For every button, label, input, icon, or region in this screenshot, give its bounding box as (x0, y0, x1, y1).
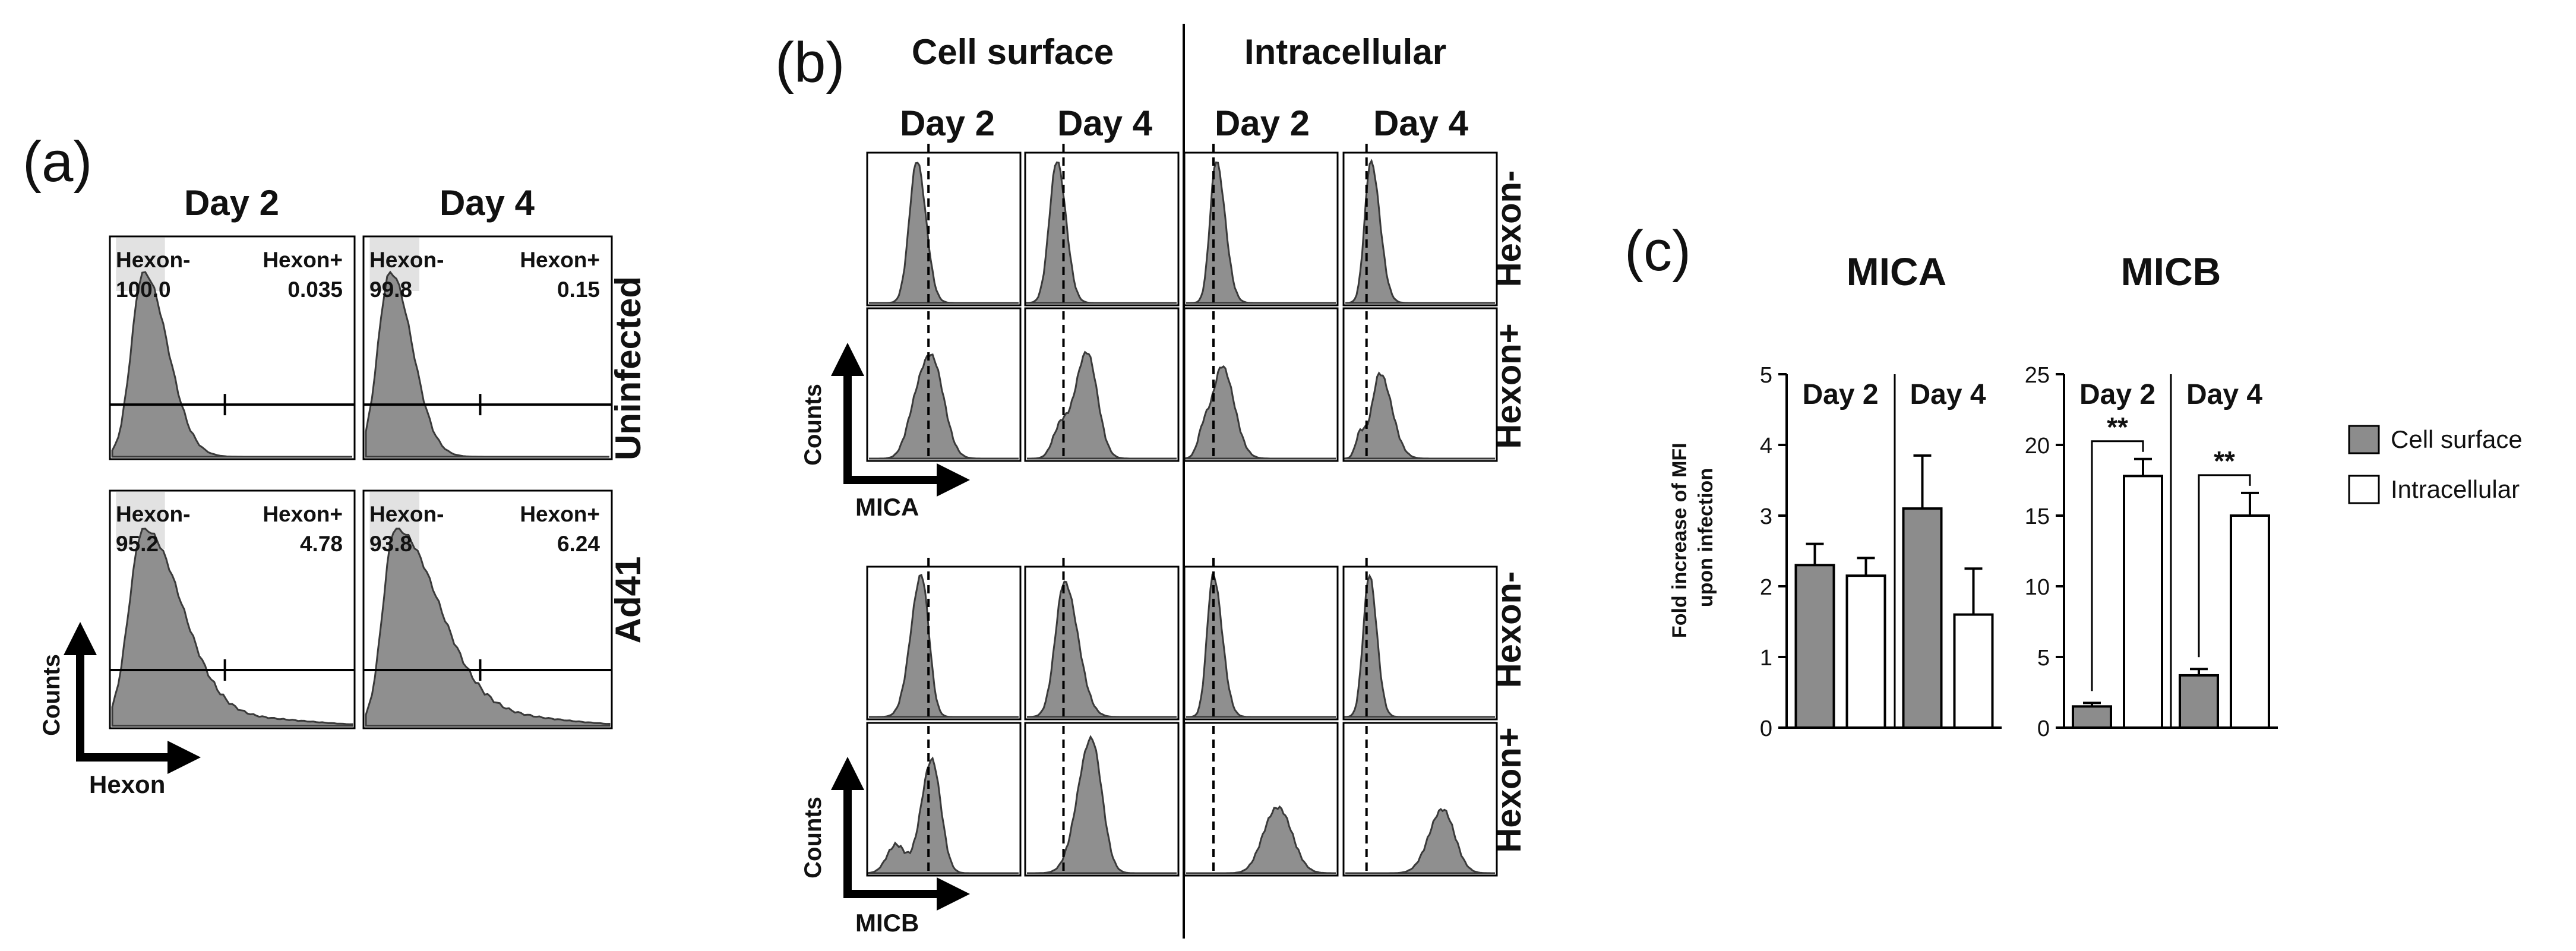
histogram-curve (111, 271, 352, 458)
x-category-label: Day 2 (2079, 379, 2155, 410)
bar (2179, 674, 2219, 729)
panel-b-day-label: Day 2 (1215, 103, 1310, 143)
panel-a-x-axis-label: Hexon (89, 770, 165, 798)
histogram-curve (1027, 735, 1177, 874)
histogram-curve (1344, 371, 1495, 460)
gate-value-pos: 0.035 (287, 277, 343, 302)
histogram-curve (869, 353, 1019, 460)
y-tick-label: 10 (2025, 575, 2050, 600)
histogram-curve (1345, 159, 1495, 304)
bar (1902, 507, 1943, 729)
significance-star: ** (2214, 446, 2235, 476)
chart-title-micb: MICB (2121, 249, 2221, 293)
histogram-curve (1185, 365, 1336, 460)
gate-label-pos: Hexon+ (263, 502, 343, 526)
panel-b-micb-x-label: MICB (855, 909, 919, 937)
panel-c-label: (c) (1624, 219, 1691, 283)
panel-a: (a) Day 2 Day 4 Uninfected Ad41 Hexon- He… (23, 130, 648, 798)
histogram-curve (1186, 805, 1336, 874)
histogram-curve (1186, 161, 1336, 304)
histogram-curve (1345, 808, 1495, 874)
y-tick-label: 2 (1760, 575, 1772, 600)
panel-a-label: (a) (23, 130, 92, 194)
y-tick-label: 4 (1760, 434, 1772, 459)
panel-b-group-cell-surface: Cell surface (912, 32, 1114, 72)
x-category-label: Day 2 (1802, 379, 1878, 410)
histogram-curve (1186, 573, 1336, 718)
gate-label-neg: Hexon- (369, 502, 444, 526)
gate-value-neg: 99.8 (369, 277, 412, 302)
panel-b-mica-x-label: MICA (855, 493, 919, 521)
panel-a-y-axis-label: Counts (39, 654, 65, 736)
histogram-curve (869, 573, 1019, 718)
legend-swatch-intracellular (2348, 475, 2380, 504)
significance-star: ** (2107, 412, 2128, 443)
histogram-curve (1344, 573, 1495, 718)
gate-value-pos: 4.78 (300, 532, 343, 556)
gate-label-neg: Hexon- (116, 502, 190, 526)
y-tick-label: 3 (1760, 504, 1772, 529)
gate-value-pos: 0.15 (557, 277, 600, 302)
panel-b-micb-y-label: Counts (800, 797, 826, 879)
x-category-label: Day 4 (1910, 379, 1986, 410)
significance-bracket (2198, 474, 2251, 658)
histogram-frame (866, 565, 1022, 721)
panel-a-row-uninfected: Uninfected (608, 276, 648, 460)
panel-a-col-day4: Day 4 (440, 183, 535, 223)
y-tick-label: 0 (1760, 716, 1772, 741)
histogram-curve (365, 270, 609, 458)
histogram-curve (365, 527, 611, 727)
y-tick-label: 0 (2037, 716, 2050, 741)
chart-title-mica: MICA (1847, 249, 1947, 293)
y-tick-label: 5 (2037, 646, 2050, 671)
y-tick-label: 15 (2025, 504, 2050, 529)
panel-b-group-intracellular: Intracellular (1244, 32, 1446, 72)
histogram-curve (111, 527, 353, 727)
gate-value-neg: 100.0 (116, 277, 171, 302)
gate-label-neg: Hexon- (116, 248, 190, 272)
gate-label-neg: Hexon- (369, 248, 444, 272)
legend-swatch-cell-surface (2348, 425, 2380, 454)
bar (2123, 475, 2163, 729)
x-category-label: Day 4 (2186, 379, 2262, 410)
panel-c: (c) MICA MICB Fold increase of MFI upon … (1624, 219, 2523, 741)
bar (2072, 705, 2112, 729)
histogram-frame (1342, 722, 1498, 877)
panel-b-day-label: Day 4 (1057, 103, 1153, 143)
panel-a-col-day2: Day 2 (184, 183, 279, 223)
histogram-frame (866, 151, 1022, 307)
panel-b-mica-y-label: Counts (800, 384, 826, 466)
y-tick-label: 1 (1760, 646, 1772, 671)
bar (2230, 514, 2270, 729)
bar (1953, 613, 1994, 729)
bar (1794, 564, 1835, 729)
gate-value-neg: 95.2 (116, 532, 159, 556)
panel-a-histograms: Hexon- Hexon+ 100.0 0.035 Hexon- Hexon+ 99.8 0.… (109, 235, 613, 729)
panel-b-histograms (866, 144, 1498, 877)
bar (1845, 574, 1886, 729)
gate-label-pos: Hexon+ (520, 248, 600, 272)
panel-a-row-ad41: Ad41 (608, 557, 648, 644)
gate-label-pos: Hexon+ (520, 502, 600, 526)
histogram-curve (869, 162, 1019, 304)
panel-b-label: (b) (775, 31, 845, 94)
y-tick-label: 5 (1760, 363, 1772, 388)
histogram-curve (1027, 350, 1177, 460)
legend-label-intracellular: Intracellular (2391, 475, 2520, 503)
panel-b-day-label: Day 2 (900, 103, 995, 143)
y-axis-title: Fold increase of MFI upon infection (1668, 437, 1717, 638)
gate-label-pos: Hexon+ (263, 248, 343, 272)
gate-value-pos: 6.24 (557, 532, 600, 556)
significance-bracket (2091, 440, 2144, 691)
panel-b: (b) Cell surface Intracellular Day 2 Day… (775, 24, 1528, 939)
panel-b-day-label: Day 4 (1373, 103, 1469, 143)
gate-value-neg: 93.8 (369, 532, 412, 556)
bar-chart-mica: 0 1 2 3 4 5 Day 2 Day 4 (1760, 363, 2002, 741)
histogram-curve (868, 756, 1019, 874)
y-tick-label: 25 (2025, 363, 2050, 388)
y-tick-label: 20 (2025, 434, 2050, 459)
legend-label-cell-surface: Cell surface (2391, 425, 2523, 453)
